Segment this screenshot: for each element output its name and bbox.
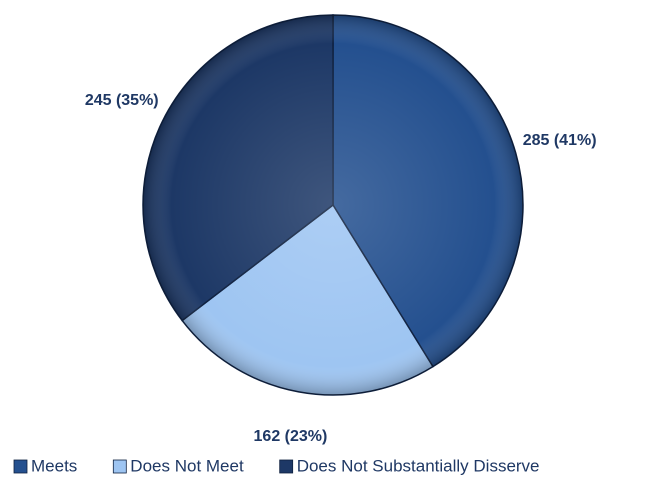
legend-label: Does Not Substantially Disserve [297,456,540,475]
legend-label: Does Not Meet [130,456,244,475]
pie: 285 (41%) 162 (23%) 245 (35%) [85,14,597,445]
legend-swatch [279,459,294,474]
legend-label: Meets [31,456,77,475]
value-label: 162 (23%) [254,428,328,445]
legend-swatch [112,459,127,474]
value-label: 245 (35%) [85,92,159,109]
legend-swatch [13,459,28,474]
value-label: 285 (41%) [523,132,597,149]
legend: Meets Does Not Meet Does Not Substantially… [13,456,540,475]
